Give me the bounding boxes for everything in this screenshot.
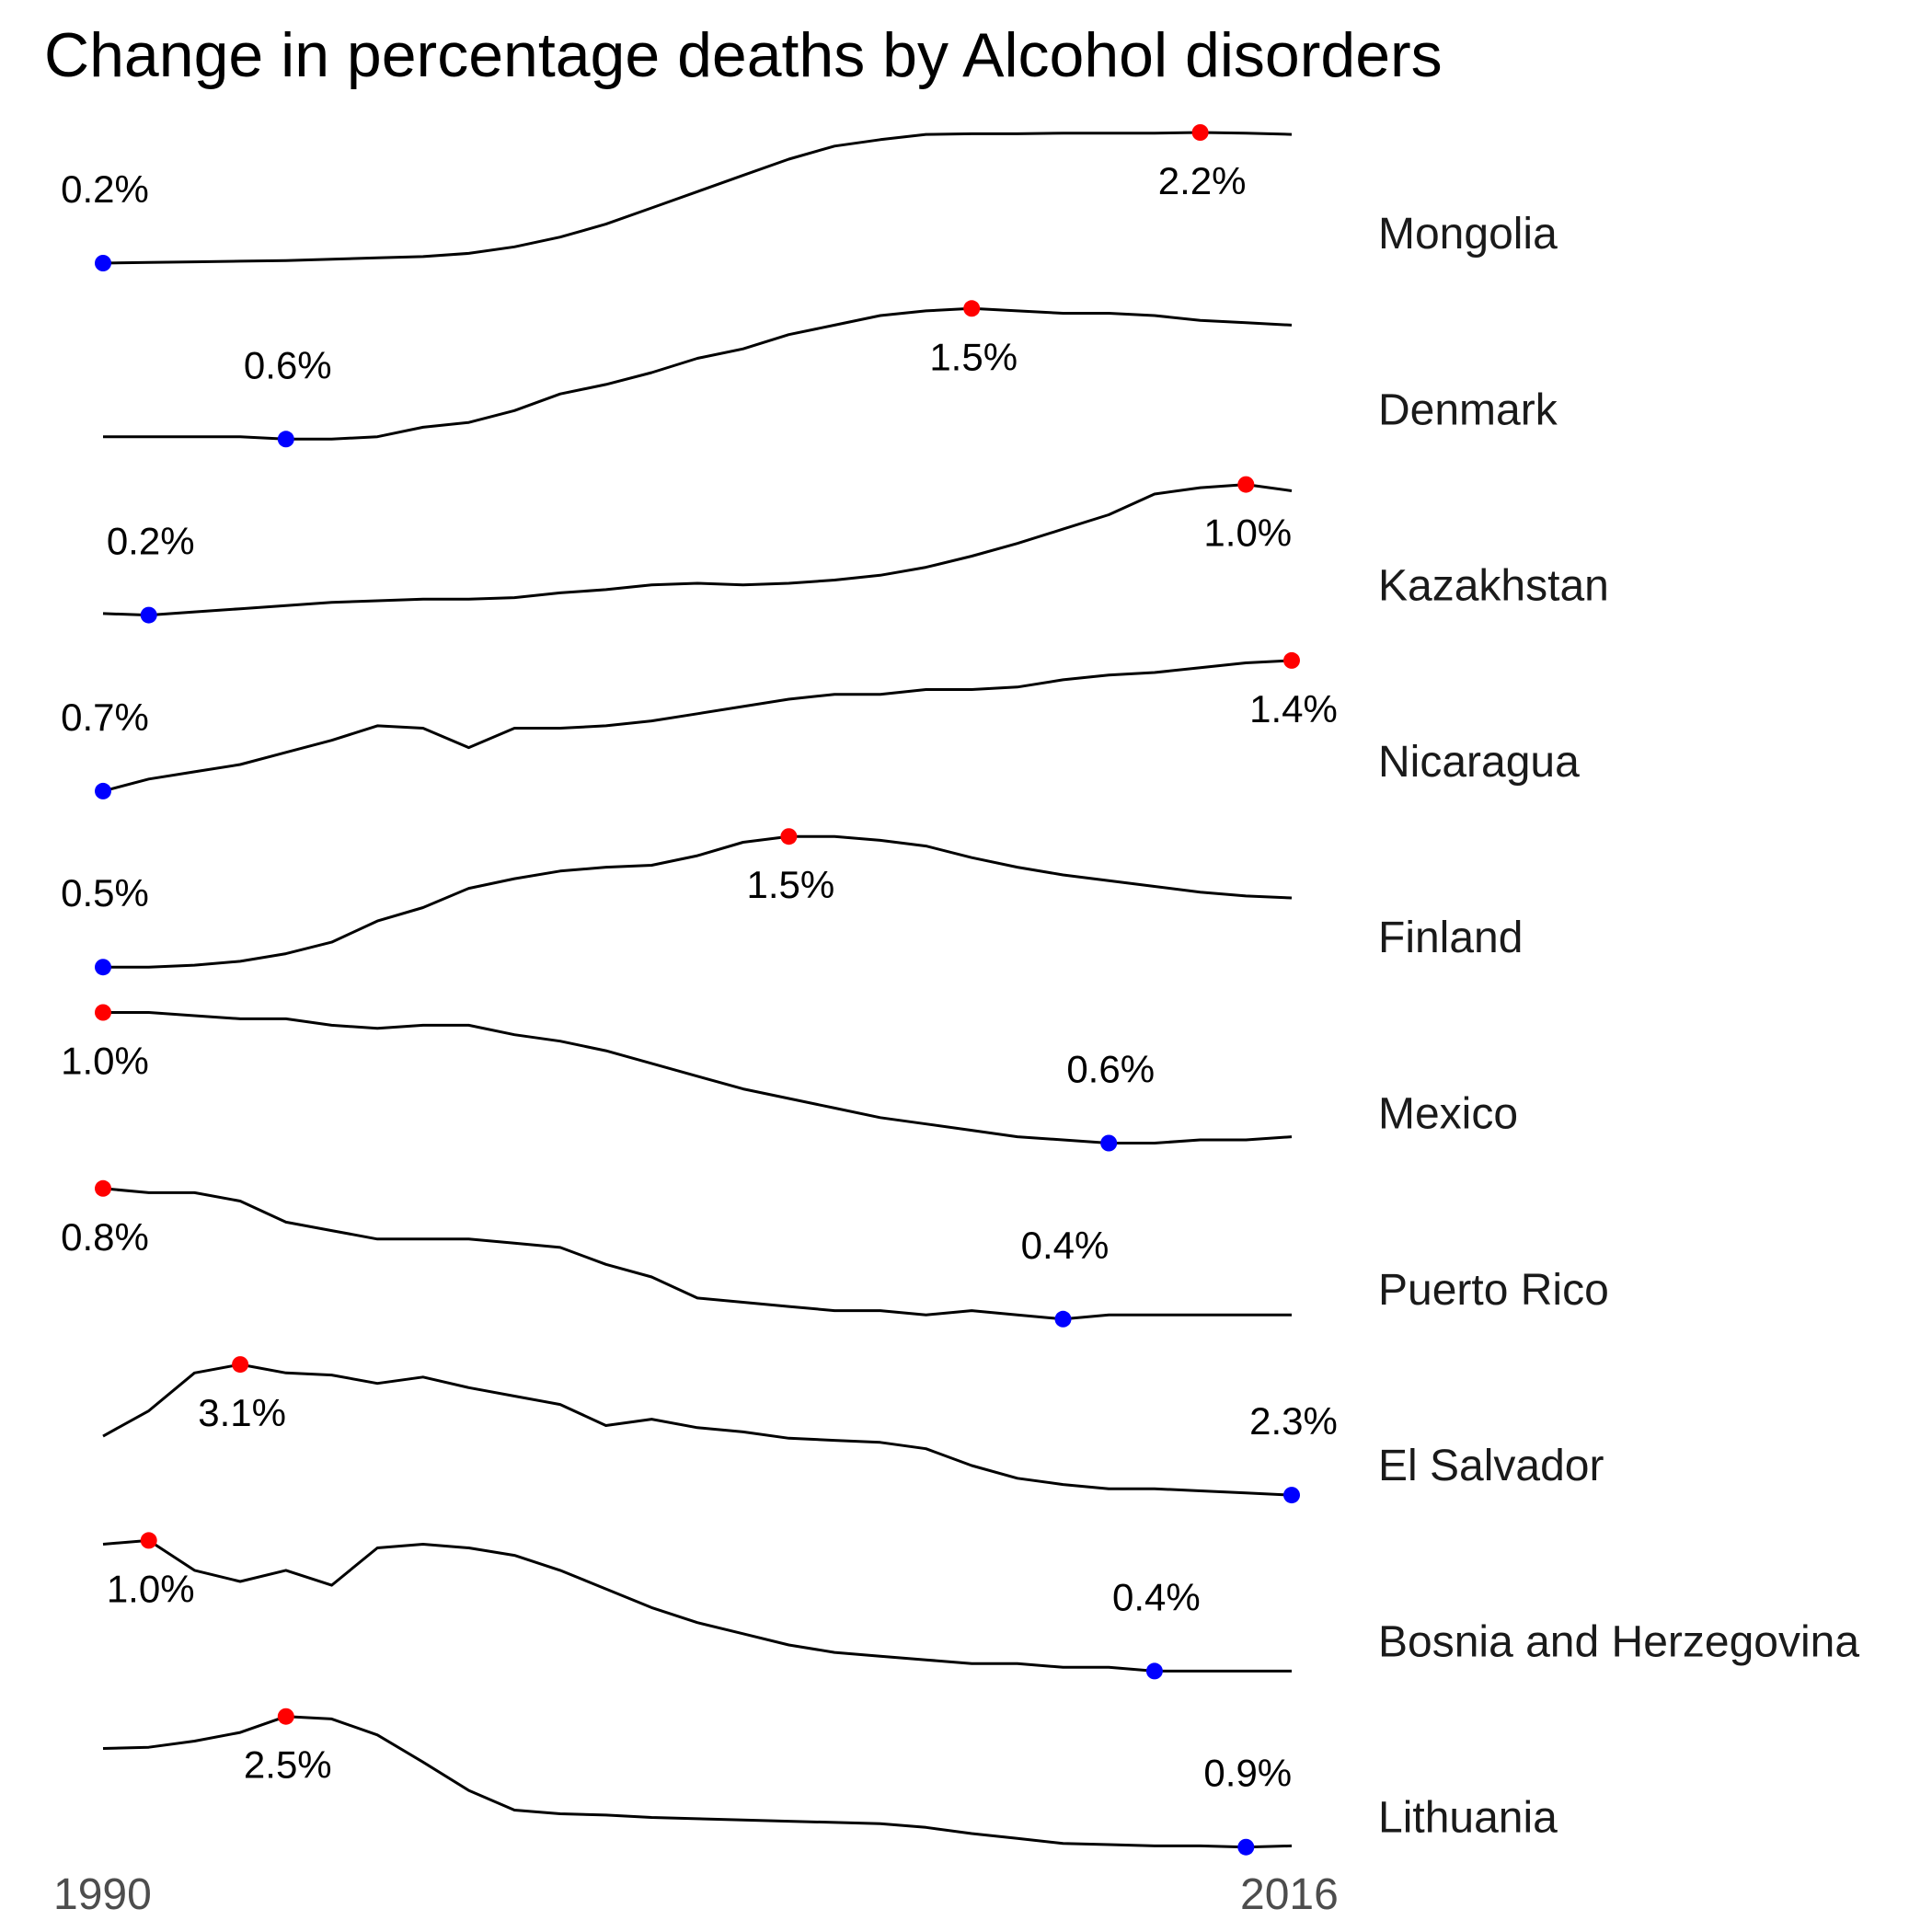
chart-title: Change in percentage deaths by Alcohol d… [44, 20, 1443, 90]
min-point-lithuania [1237, 1838, 1255, 1856]
sparkline-lithuania [102, 1715, 1293, 1849]
max-label-puerto-rico: 0.8% [61, 1215, 149, 1259]
max-label-mongolia: 2.2% [1158, 159, 1247, 202]
sparkline-puerto-rico [102, 1187, 1292, 1321]
min-label-finland: 0.5% [61, 871, 149, 914]
sparkline-finland [103, 834, 1293, 969]
min-label-puerto-rico: 0.4% [1021, 1224, 1110, 1267]
min-point-kazakhstan [140, 606, 157, 624]
max-label-el-salvador: 3.1% [198, 1391, 286, 1434]
max-point-mexico [95, 1004, 111, 1021]
min-point-nicaragua [95, 782, 111, 799]
min-point-mexico [1100, 1134, 1118, 1152]
min-point-puerto-rico [1054, 1310, 1072, 1328]
country-label-nicaragua: Nicaragua [1378, 738, 1580, 787]
min-label-mongolia: 0.2% [61, 167, 149, 211]
sparkline-denmark [103, 306, 1293, 441]
max-point-puerto-rico [95, 1179, 111, 1197]
min-label-bosnia-and-herzegovina: 0.4% [1112, 1575, 1201, 1618]
x-axis-start-label: 1990 [53, 1870, 152, 1919]
min-label-mexico: 0.6% [1066, 1048, 1155, 1091]
min-point-bosnia-and-herzegovina [1145, 1662, 1163, 1680]
sparkline-bosnia-and-herzegovina [102, 1538, 1292, 1673]
country-label-kazakhstan: Kazakhstan [1378, 562, 1609, 611]
min-point-mongolia [95, 255, 111, 271]
country-label-lithuania: Lithuania [1378, 1794, 1558, 1843]
sparkline-panels: 0.2% 2.2% Mongolia 0.6% 1.5% Denmark 0.2% 1.0% K… [61, 124, 1859, 1856]
sparkline-el-salvador [102, 1363, 1293, 1497]
max-label-nicaragua: 1.4% [1249, 687, 1338, 730]
max-label-finland: 1.5% [747, 863, 835, 906]
max-point-mongolia [1191, 124, 1209, 141]
max-point-bosnia-and-herzegovina [140, 1532, 157, 1549]
min-label-denmark: 0.6% [244, 343, 332, 386]
max-point-lithuania [277, 1708, 294, 1725]
country-label-el-salvador: El Salvador [1378, 1442, 1604, 1490]
min-label-kazakhstan: 0.2% [107, 520, 195, 563]
x-axis-end-label: 2016 [1240, 1870, 1339, 1919]
min-point-el-salvador [1283, 1487, 1300, 1504]
max-label-mexico: 1.0% [61, 1040, 149, 1083]
country-label-puerto-rico: Puerto Rico [1378, 1266, 1609, 1315]
max-label-bosnia-and-herzegovina: 1.0% [107, 1567, 195, 1610]
min-label-lithuania: 0.9% [1203, 1752, 1292, 1795]
max-label-denmark: 1.5% [929, 335, 1018, 378]
country-label-bosnia-and-herzegovina: Bosnia and Herzegovina [1378, 1617, 1859, 1666]
max-point-nicaragua [1283, 651, 1300, 669]
country-label-mongolia: Mongolia [1378, 210, 1558, 259]
sparkline-mexico [103, 1011, 1293, 1144]
sparkline-nicaragua [102, 659, 1293, 793]
country-label-mexico: Mexico [1378, 1090, 1518, 1139]
max-point-kazakhstan [1237, 476, 1255, 493]
min-label-nicaragua: 0.7% [61, 696, 149, 739]
max-point-finland [780, 828, 798, 845]
sparkline-mongolia [102, 131, 1293, 265]
max-label-kazakhstan: 1.0% [1203, 512, 1292, 555]
country-label-finland: Finland [1378, 914, 1523, 962]
country-label-denmark: Denmark [1378, 385, 1558, 434]
sparkline-kazakhstan [102, 483, 1293, 617]
max-label-lithuania: 2.5% [244, 1743, 332, 1787]
max-point-denmark [963, 300, 981, 317]
min-point-finland [95, 959, 111, 976]
min-point-denmark [277, 431, 294, 448]
max-point-el-salvador [232, 1356, 249, 1374]
min-label-el-salvador: 2.3% [1249, 1399, 1338, 1443]
